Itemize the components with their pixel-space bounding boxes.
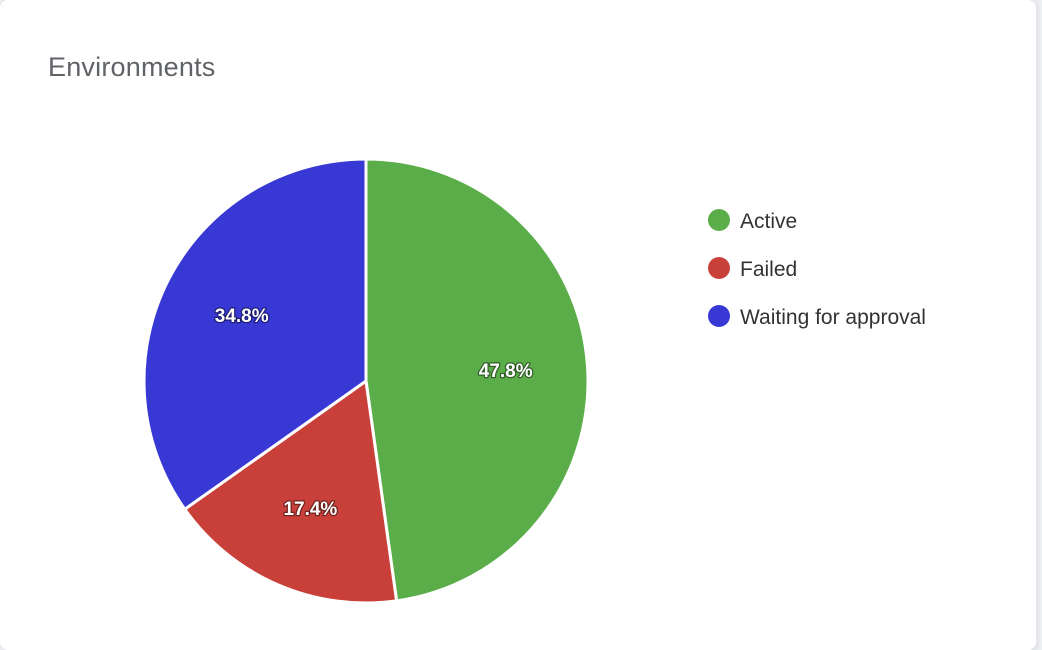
legend-swatch-active	[708, 209, 730, 231]
pie-slice-failed[interactable]	[183, 379, 399, 605]
legend-item-failed[interactable]: Failed	[708, 244, 926, 292]
legend-item-active[interactable]: Active	[708, 196, 926, 244]
pie-label-active: 47.8%	[479, 361, 533, 382]
pie-label-waiting-for-approval: 34.8%	[215, 306, 269, 327]
pie-labels: 47.8% 17.4% 34.8%	[214, 305, 534, 521]
legend-swatch-waiting-for-approval	[708, 305, 730, 327]
legend-label-active: Active	[740, 209, 798, 233]
pie-slice-waiting-for-approval[interactable]	[142, 157, 368, 511]
pie-slices	[142, 157, 590, 605]
legend-swatch-failed	[708, 257, 730, 279]
pie-slice-active[interactable]	[364, 157, 590, 603]
legend-label-failed: Failed	[740, 257, 798, 281]
chart-legend: Active Failed Waiting for approval	[708, 196, 926, 340]
legend-item-waiting-for-approval[interactable]: Waiting for approval	[708, 292, 926, 340]
card-title: Environments	[48, 52, 216, 82]
pie-label-failed: 17.4%	[283, 499, 337, 520]
legend-label-waiting-for-approval: Waiting for approval	[740, 305, 926, 329]
